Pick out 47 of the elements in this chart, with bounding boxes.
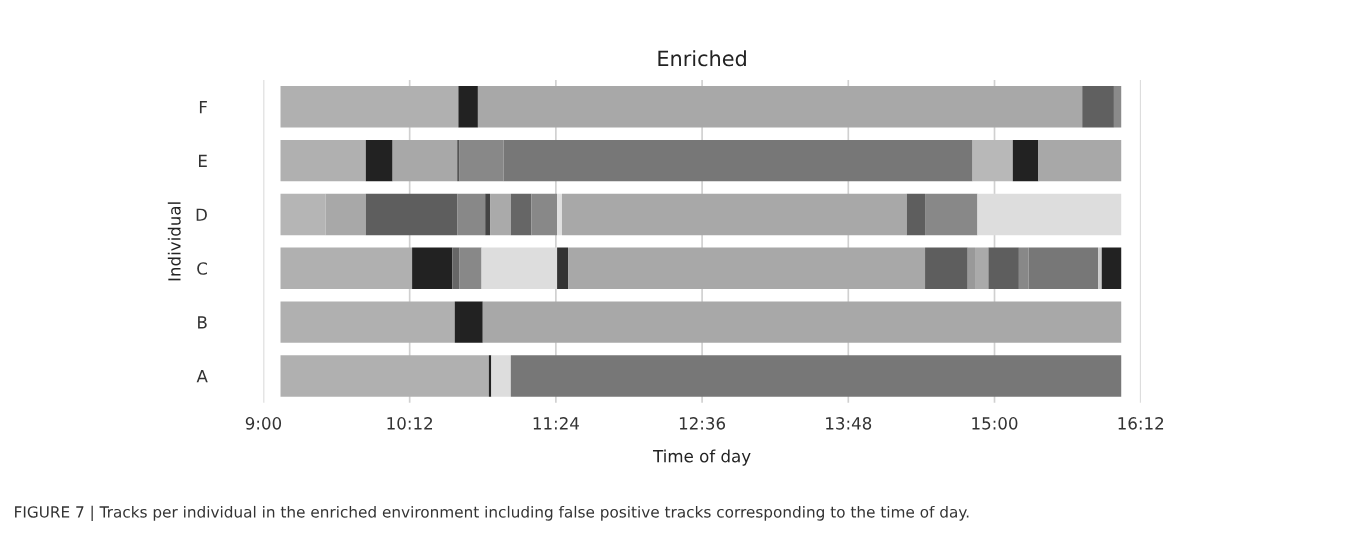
y-tick-label: B (198, 316, 207, 329)
bar (477, 86, 1083, 128)
bar (454, 301, 483, 343)
bar (459, 247, 482, 290)
bar (280, 139, 366, 182)
y-tick-label: A (196, 370, 208, 383)
bar (1018, 247, 1029, 290)
bar (1098, 247, 1102, 290)
bar (280, 86, 459, 128)
bar (280, 247, 413, 290)
bar (485, 193, 491, 236)
bar (280, 301, 455, 343)
bar (972, 139, 1013, 182)
chart-title: Enriched (658, 50, 746, 67)
bar (925, 193, 978, 236)
y-tick-label: E (199, 154, 207, 167)
x-tick-label: 10:12 (387, 417, 433, 430)
y-tick-label: C (197, 262, 207, 275)
x-tick-label: 11:24 (533, 417, 579, 430)
bar (457, 193, 486, 236)
bar (458, 86, 478, 128)
bar (906, 193, 926, 236)
bar (510, 193, 532, 236)
bar (967, 247, 976, 290)
bar (557, 193, 562, 236)
bar (1082, 86, 1114, 128)
x-tick-label: 16:12 (1118, 417, 1164, 430)
x-tick-label: 13:48 (826, 417, 872, 430)
bar (365, 139, 393, 182)
bar (1113, 86, 1122, 128)
bar (1101, 247, 1122, 290)
y-tick-label: F (199, 101, 207, 114)
y-tick-label: D (196, 208, 207, 221)
bar (482, 301, 1122, 343)
x-tick-label: 15:00 (972, 417, 1018, 430)
bar (280, 193, 326, 236)
caption: FIGURE 7 | Tracks per individual in the enriched environment including false positive tracks corresponding to the time of day. (15, 505, 969, 522)
y-axis-title: Individual (167, 202, 181, 281)
x-tick-label: 12:36 (679, 417, 726, 430)
bar (392, 139, 458, 182)
bar (457, 139, 460, 182)
x-axis-title: Time of day (652, 449, 751, 466)
bar (988, 247, 1019, 290)
bar (412, 247, 453, 290)
x-tick-label: 9:00 (245, 417, 282, 430)
bar (280, 355, 489, 397)
bar (557, 247, 569, 290)
